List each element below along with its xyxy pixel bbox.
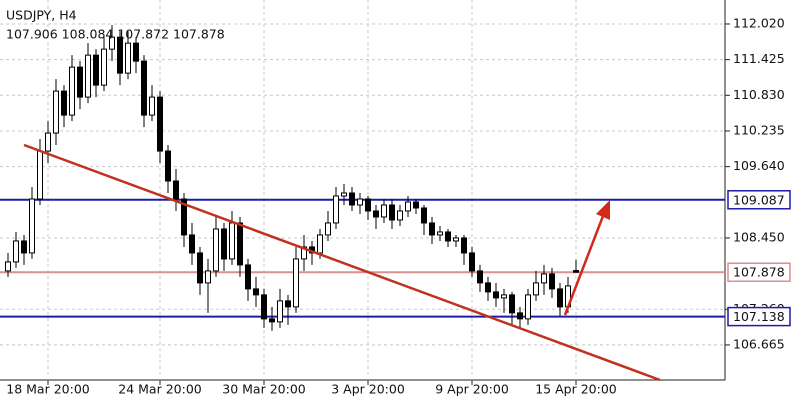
candle-body <box>445 231 451 242</box>
candle-body <box>117 36 123 74</box>
candle-body <box>333 195 339 224</box>
level-label: 109.087 <box>733 192 785 207</box>
candle-body <box>365 198 371 212</box>
level-label-box <box>727 306 791 327</box>
candle-body <box>5 261 11 272</box>
y-tick-label: 106.665 <box>733 336 785 351</box>
x-tick-label: 9 Apr 20:00 <box>435 382 509 397</box>
candle-body <box>253 288 259 296</box>
candle-body <box>173 180 179 200</box>
candle-body <box>373 210 379 218</box>
y-tick-label: 110.235 <box>733 122 785 137</box>
candle-body <box>301 246 307 260</box>
candle-body <box>149 96 155 116</box>
candle-body <box>101 48 107 86</box>
y-tick-label: 109.640 <box>733 158 785 173</box>
candle-body <box>93 54 99 86</box>
candle-body <box>269 318 275 323</box>
candle-body <box>501 294 507 299</box>
candle-body <box>45 132 51 152</box>
candle-body <box>421 207 427 224</box>
level-label: 107.878 <box>733 265 785 280</box>
candle-body <box>229 222 235 260</box>
candle-body <box>485 282 491 293</box>
candle-body <box>429 222 435 236</box>
y-tick-label: 112.020 <box>733 15 785 30</box>
candle-body <box>525 294 531 320</box>
candle-body <box>141 60 147 116</box>
y-tick-label: 110.830 <box>733 87 785 102</box>
candle-body <box>453 237 459 242</box>
candle-body <box>189 234 195 254</box>
y-tick-label: 108.450 <box>733 229 785 244</box>
candle-body <box>413 201 419 209</box>
candle-body <box>389 204 395 221</box>
candle-body <box>549 273 555 290</box>
candle-body <box>245 264 251 290</box>
candle-body <box>517 312 523 320</box>
candle-body <box>21 240 27 254</box>
candle-body <box>61 90 67 116</box>
candle-body <box>357 198 363 206</box>
candle-body <box>381 204 387 218</box>
candle-body <box>293 258 299 308</box>
candle-body <box>325 222 331 236</box>
candle-body <box>437 231 443 236</box>
candle-body <box>349 192 355 206</box>
level-label-box <box>727 190 791 210</box>
candle-body <box>29 198 35 254</box>
candle-body <box>165 150 171 182</box>
candle-body <box>77 66 83 98</box>
candle-body <box>477 270 483 284</box>
candle-body <box>573 270 579 273</box>
candle-body <box>133 42 139 62</box>
candle-body <box>557 288 563 308</box>
candle-body <box>221 228 227 260</box>
x-tick-label: 24 Mar 20:00 <box>118 382 202 397</box>
candle-body <box>197 252 203 284</box>
chart-title: USDJPY, H4 <box>6 8 77 23</box>
candle-body <box>493 291 499 299</box>
candle-body <box>181 198 187 236</box>
candle-body <box>37 150 43 200</box>
candle-body <box>53 90 59 134</box>
candle-body <box>125 42 131 74</box>
candle-body <box>277 300 283 323</box>
candle-body <box>541 273 547 284</box>
candle-body <box>405 201 411 212</box>
trend-line <box>23 143 661 382</box>
arrow <box>563 215 605 316</box>
candle-body <box>213 228 219 272</box>
candle-body <box>341 192 347 197</box>
candle-body <box>261 294 267 320</box>
candle-body <box>237 222 243 266</box>
candle-body <box>157 96 163 152</box>
x-tick-label: 30 Mar 20:00 <box>222 382 306 397</box>
candle-body <box>509 294 515 314</box>
x-tick-label: 15 Apr 20:00 <box>535 382 617 397</box>
candle-body <box>317 234 323 254</box>
candle-body <box>397 210 403 221</box>
x-tick-label: 3 Apr 20:00 <box>331 382 405 397</box>
x-tick-label: 18 Mar 20:00 <box>6 382 90 397</box>
candle-body <box>205 270 211 284</box>
candle-body <box>461 237 467 254</box>
candle-body <box>69 66 75 116</box>
candle-body <box>85 54 91 98</box>
candle-body <box>533 282 539 296</box>
candle-body <box>469 252 475 272</box>
candle-body <box>285 300 291 308</box>
y-tick-label: 111.425 <box>733 51 785 66</box>
candle-body <box>109 36 115 50</box>
arrow-head <box>596 200 610 220</box>
candle-body <box>13 240 19 263</box>
level-label: 107.138 <box>733 309 785 324</box>
ohlc-readout: 107.906 108.084 107.872 107.878 <box>6 27 225 42</box>
level-label-box <box>727 262 791 282</box>
